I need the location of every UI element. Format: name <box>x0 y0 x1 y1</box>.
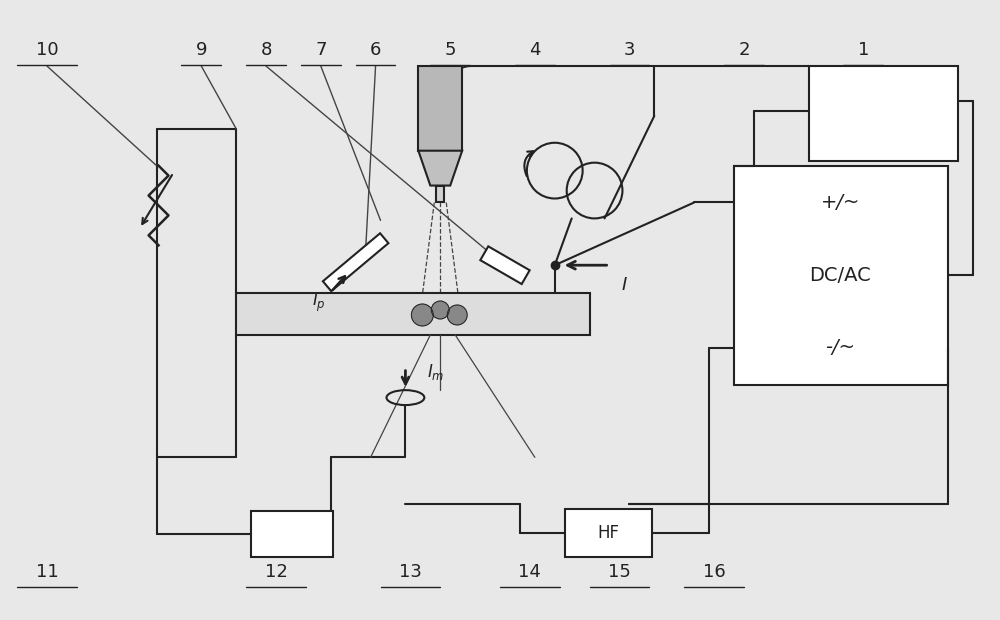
Polygon shape <box>480 246 530 284</box>
Text: $I_p$: $I_p$ <box>312 290 326 314</box>
Text: 6: 6 <box>370 41 381 59</box>
Bar <box>251 511 333 557</box>
Polygon shape <box>418 151 462 185</box>
Bar <box>418 66 462 151</box>
Text: 13: 13 <box>399 563 422 581</box>
Text: -/~: -/~ <box>825 339 855 357</box>
Bar <box>236 293 590 335</box>
Text: $I_m$: $I_m$ <box>427 361 444 382</box>
Text: 15: 15 <box>608 563 631 581</box>
Ellipse shape <box>431 301 449 319</box>
Text: +/~: +/~ <box>821 193 860 212</box>
Text: 2: 2 <box>738 41 750 59</box>
Bar <box>734 166 948 384</box>
Text: 16: 16 <box>703 563 725 581</box>
Text: 5: 5 <box>444 41 456 59</box>
Text: HF: HF <box>598 524 620 542</box>
Polygon shape <box>323 233 388 291</box>
Text: 9: 9 <box>196 41 207 59</box>
Bar <box>809 66 958 161</box>
Bar <box>565 509 652 557</box>
Ellipse shape <box>447 305 467 325</box>
Text: 10: 10 <box>36 41 58 59</box>
Text: 14: 14 <box>518 563 541 581</box>
Text: 7: 7 <box>315 41 327 59</box>
Text: $I$: $I$ <box>621 276 628 294</box>
Text: 8: 8 <box>260 41 272 59</box>
Text: 12: 12 <box>265 563 287 581</box>
Text: 11: 11 <box>36 563 58 581</box>
Text: 4: 4 <box>529 41 541 59</box>
Text: 1: 1 <box>858 41 869 59</box>
Bar <box>436 185 444 203</box>
Text: 3: 3 <box>624 41 635 59</box>
Text: DC/AC: DC/AC <box>810 265 871 285</box>
Ellipse shape <box>411 304 433 326</box>
